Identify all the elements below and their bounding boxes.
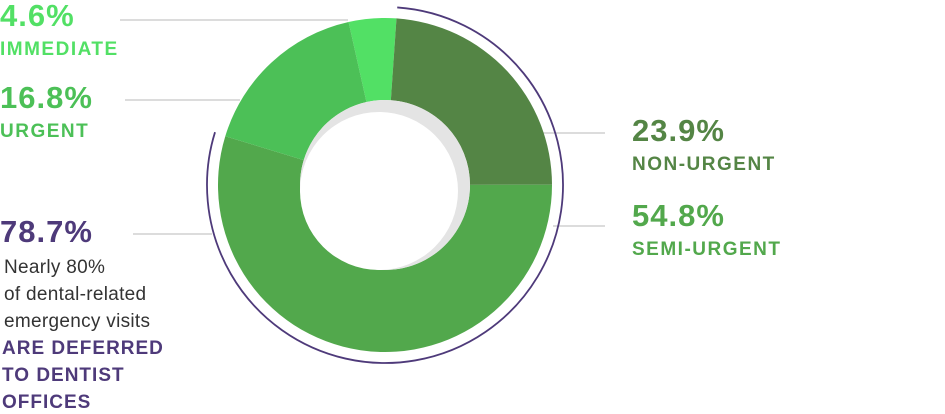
donut-slice xyxy=(225,22,367,161)
summary-highlight: ARE DEFERRED xyxy=(2,338,164,359)
donut-slice xyxy=(348,17,397,103)
category-label: URGENT xyxy=(0,121,89,142)
summary-value: 78.7% xyxy=(0,214,93,249)
category-label: IMMEDIATE xyxy=(0,39,119,60)
value-label: 16.8% xyxy=(0,80,93,115)
summary-highlight: TO DENTIST xyxy=(2,365,125,386)
summary-text: of dental-related xyxy=(4,284,146,305)
leader-lines xyxy=(120,19,605,235)
category-label: SEMI-URGENT xyxy=(632,239,782,260)
summary-text: emergency visits xyxy=(4,311,150,332)
summary-highlight: OFFICES xyxy=(2,392,91,413)
category-label: NON-URGENT xyxy=(632,154,776,175)
value-label: 54.8% xyxy=(632,198,725,233)
donut-slice xyxy=(218,136,553,352)
value-label: 23.9% xyxy=(632,113,725,148)
inner-hole xyxy=(300,112,458,270)
summary-text: Nearly 80% xyxy=(4,257,105,278)
summary-arc xyxy=(206,6,564,364)
value-label: 4.6% xyxy=(0,0,75,33)
donut-slice xyxy=(390,18,552,185)
